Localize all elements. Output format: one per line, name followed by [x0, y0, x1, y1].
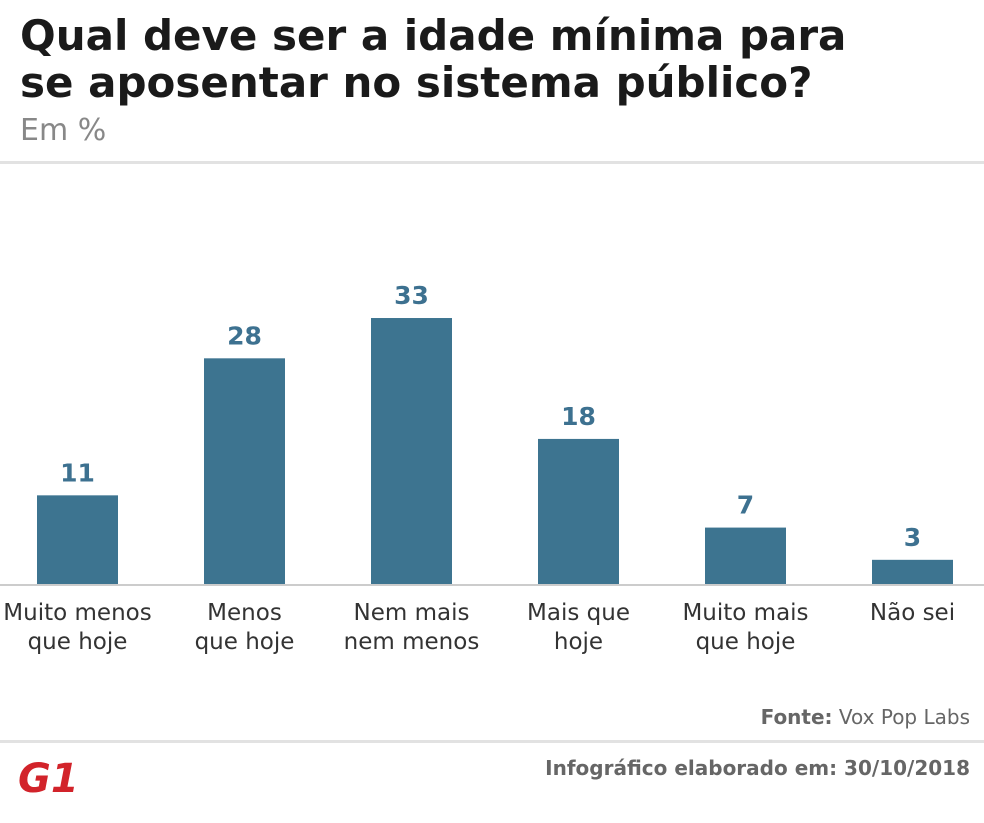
x-tick-label: Nem mais nem menos: [344, 600, 480, 655]
bar: [705, 527, 786, 584]
x-tick-label-line: Muito menos: [3, 600, 151, 626]
x-tick-label-line: que hoje: [696, 629, 796, 655]
x-tick-label-line: nem menos: [344, 629, 480, 655]
x-tick-label-line: que hoje: [28, 629, 128, 655]
x-tick-label-line: Mais que: [527, 600, 630, 626]
x-tick-label-line: que hoje: [195, 629, 295, 655]
x-tick-label: Não sei: [870, 600, 955, 626]
divider: [0, 740, 984, 743]
source-label: Fonte:: [761, 705, 833, 729]
bar: [204, 358, 285, 584]
x-tick-label-line: hoje: [554, 629, 603, 655]
value-label: 11: [60, 458, 95, 487]
bar: [371, 318, 452, 584]
divider: [0, 161, 984, 164]
x-tick-label: Muito menos que hoje: [3, 600, 151, 655]
x-tick-label-line: Muito mais: [682, 600, 808, 626]
x-tick-label: Muito mais que hoje: [682, 600, 808, 655]
value-label: 3: [904, 523, 921, 552]
logo: G1: [18, 756, 79, 802]
bar: [538, 438, 619, 584]
value-label: 33: [394, 281, 429, 310]
x-tick-label: Menos que hoje: [195, 600, 295, 655]
value-label: 7: [737, 491, 754, 520]
footer: Infográfico elaborado em: 30/10/2018: [545, 756, 970, 780]
x-tick-label-line: Não sei: [870, 600, 955, 626]
value-label: 28: [227, 321, 262, 350]
baseline: [0, 584, 984, 586]
source-name: Vox Pop Labs: [839, 705, 970, 729]
source: Fonte: Vox Pop Labs: [761, 705, 970, 729]
bar: [37, 495, 118, 584]
x-tick-label-line: Menos: [207, 600, 282, 626]
x-tick-label: Mais que hoje: [527, 600, 630, 655]
chart-title-line: se aposentar no sistema público?: [20, 58, 813, 107]
chart-subtitle: Em %: [20, 113, 106, 148]
bar: [872, 559, 953, 584]
chart-title-line: Qual deve ser a idade mínima para: [20, 11, 846, 60]
value-label: 18: [561, 402, 596, 431]
x-tick-label-line: Nem mais: [354, 600, 470, 626]
